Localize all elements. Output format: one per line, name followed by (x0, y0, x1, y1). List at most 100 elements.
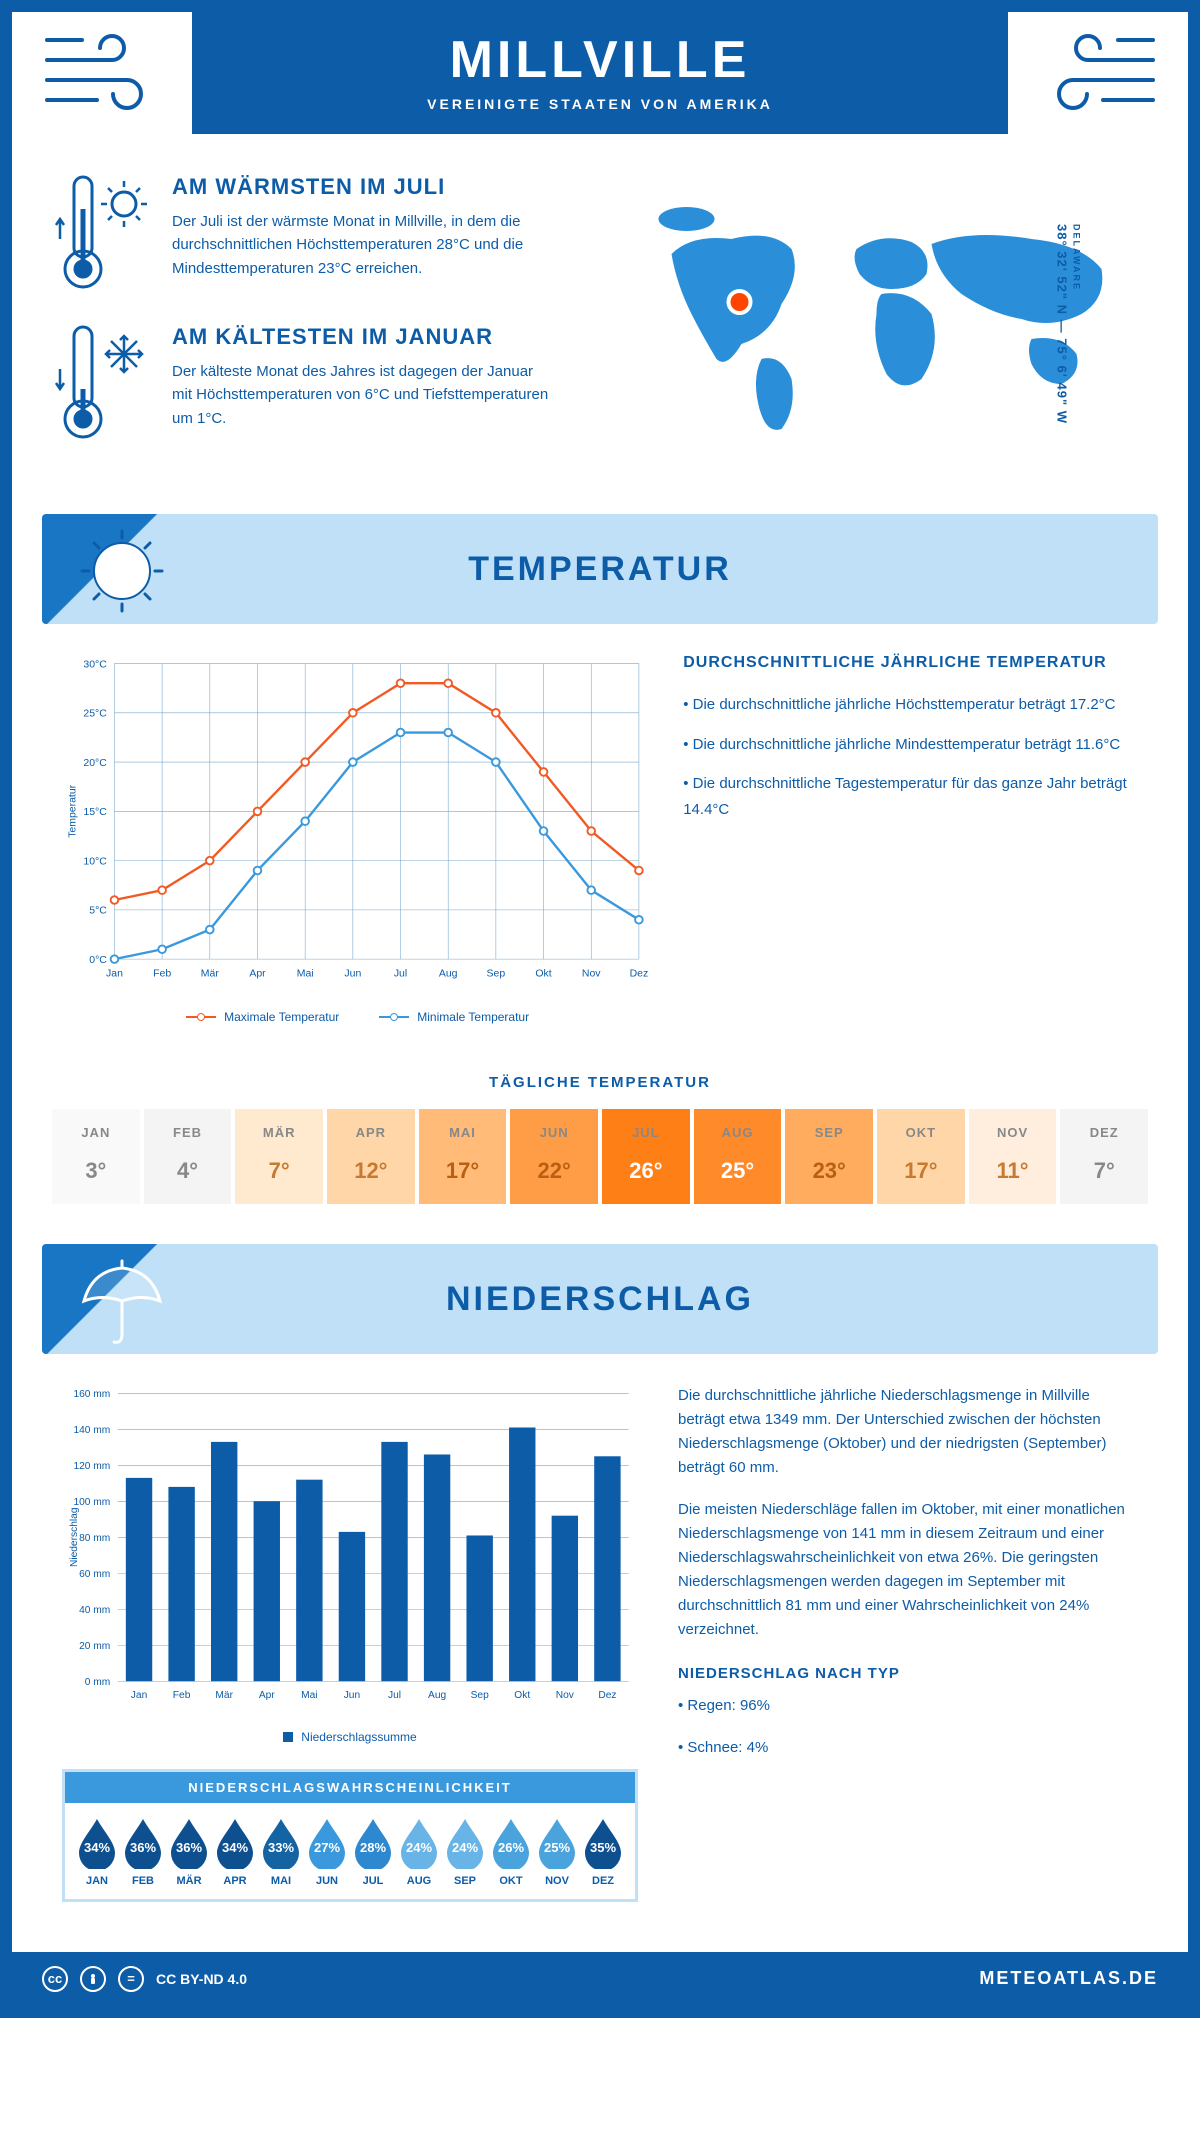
coldest-fact: AM KÄLTESTEN IM JANUAR Der kälteste Mona… (52, 324, 585, 444)
svg-text:Dez: Dez (630, 968, 649, 979)
svg-text:0°C: 0°C (89, 955, 107, 966)
warmest-heading: AM WÄRMSTEN IM JULI (172, 174, 552, 200)
daily-cell: MAI17° (419, 1109, 507, 1204)
svg-text:5°C: 5°C (89, 906, 107, 917)
temp-bullet-3: • Die durchschnittliche Tagestemperatur … (683, 771, 1138, 822)
precipitation-heading: NIEDERSCHLAG (446, 1280, 754, 1319)
page-header: MILLVILLE VEREINIGTE STAATEN VON AMERIKA (192, 12, 1008, 134)
nd-icon: = (118, 1966, 144, 1992)
daily-cell: NOV11° (969, 1109, 1057, 1204)
page-footer: cc = CC BY-ND 4.0 METEOATLAS.DE (12, 1952, 1188, 2006)
svg-text:20°C: 20°C (83, 758, 107, 769)
daily-temp-title: TÄGLICHE TEMPERATUR (12, 1074, 1188, 1091)
temperature-banner: TEMPERATUR (42, 514, 1158, 624)
probability-cell: 24%SEP (443, 1817, 487, 1887)
probability-cell: 34%APR (213, 1817, 257, 1887)
license-text: CC BY-ND 4.0 (156, 1971, 247, 1987)
wind-icon-left (42, 30, 162, 120)
svg-text:80 mm: 80 mm (79, 1533, 110, 1544)
svg-text:140 mm: 140 mm (73, 1425, 110, 1436)
precipitation-bar-chart: 0 mm 20 mm 40 mm 60 mm 80 mm 100 mm 120 mm 140 … (62, 1384, 638, 1718)
legend-min: Minimale Temperatur (417, 1010, 529, 1024)
svg-text:40 mm: 40 mm (79, 1605, 110, 1616)
coords-text: 38° 32' 52" N — 75° 6' 49" W (1055, 224, 1070, 424)
warmest-body: Der Juli ist der wärmste Monat in Millvi… (172, 210, 552, 280)
svg-text:120 mm: 120 mm (73, 1461, 110, 1472)
precipitation-content: 0 mm 20 mm 40 mm 60 mm 80 mm 100 mm 120 mm 140 … (12, 1384, 1188, 1931)
svg-text:Jul: Jul (394, 968, 407, 979)
brand-label: METEOATLAS.DE (979, 1968, 1158, 1989)
probability-cell: 26%OKT (489, 1817, 533, 1887)
svg-text:Apr: Apr (249, 968, 266, 979)
precipitation-left: 0 mm 20 mm 40 mm 60 mm 80 mm 100 mm 120 mm 140 … (62, 1384, 638, 1901)
svg-text:Jan: Jan (131, 1690, 148, 1701)
svg-text:Temperatur: Temperatur (67, 784, 78, 837)
daily-cell: SEP23° (785, 1109, 873, 1204)
svg-text:60 mm: 60 mm (79, 1569, 110, 1580)
cc-icon: cc (42, 1966, 68, 1992)
probability-cell: 25%NOV (535, 1817, 579, 1887)
temperature-summary: DURCHSCHNITTLICHE JÄHRLICHE TEMPERATUR •… (683, 654, 1138, 1024)
probability-cell: 24%AUG (397, 1817, 441, 1887)
coldest-body: Der kälteste Monat des Jahres ist dagege… (172, 360, 552, 430)
svg-text:Nov: Nov (582, 968, 601, 979)
temperature-chart: 0°C5°C10°C15°C20°C25°C30°CJanFebMärAprMa… (62, 654, 653, 1024)
probability-cell: 27%JUN (305, 1817, 349, 1887)
svg-text:Jan: Jan (106, 968, 123, 979)
svg-text:100 mm: 100 mm (73, 1497, 110, 1508)
legend-max: Maximale Temperatur (224, 1010, 339, 1024)
daily-temp-grid: JAN3°FEB4°MÄR7°APR12°MAI17°JUN22°JUL26°A… (52, 1109, 1148, 1204)
precip-p2: Die meisten Niederschläge fallen im Okto… (678, 1498, 1138, 1642)
svg-text:15°C: 15°C (83, 807, 107, 818)
svg-text:Mai: Mai (301, 1690, 317, 1701)
daily-cell: MÄR7° (235, 1109, 323, 1204)
coldest-heading: AM KÄLTESTEN IM JANUAR (172, 324, 552, 350)
svg-text:Jun: Jun (344, 1690, 361, 1701)
svg-text:Feb: Feb (153, 968, 171, 979)
svg-text:Niederschlag: Niederschlag (69, 1507, 80, 1567)
svg-text:Feb: Feb (173, 1690, 191, 1701)
svg-text:Okt: Okt (514, 1690, 530, 1701)
probability-cell: 36%MÄR (167, 1817, 211, 1887)
svg-text:Jun: Jun (344, 968, 361, 979)
city-title: MILLVILLE (192, 30, 1008, 90)
precip-p1: Die durchschnittliche jährliche Niedersc… (678, 1384, 1138, 1480)
daily-cell: OKT17° (877, 1109, 965, 1204)
probability-cell: 33%MAI (259, 1817, 303, 1887)
umbrella-icon (72, 1256, 172, 1346)
svg-text:Jul: Jul (388, 1690, 401, 1701)
sun-icon (72, 526, 172, 616)
daily-cell: DEZ7° (1060, 1109, 1148, 1204)
temp-legend: Maximale Temperatur Minimale Temperatur (62, 1010, 653, 1024)
daily-cell: AUG25° (694, 1109, 782, 1204)
daily-cell: JAN3° (52, 1109, 140, 1204)
precip-legend-label: Niederschlagssumme (301, 1730, 416, 1744)
svg-text:Mai: Mai (297, 968, 314, 979)
precipitation-text: Die durchschnittliche jährliche Niedersc… (678, 1384, 1138, 1901)
svg-text:Mär: Mär (215, 1690, 233, 1701)
daily-cell: JUL26° (602, 1109, 690, 1204)
probability-heading: NIEDERSCHLAGSWAHRSCHEINLICHKEIT (65, 1772, 635, 1803)
svg-text:0 mm: 0 mm (85, 1677, 111, 1688)
temp-summary-heading: DURCHSCHNITTLICHE JÄHRLICHE TEMPERATUR (683, 654, 1138, 672)
svg-text:30°C: 30°C (83, 659, 107, 670)
region-label: DELAWARE (1072, 224, 1082, 424)
world-map-panel: DELAWARE 38° 32' 52" N — 75° 6' 49" W (615, 174, 1148, 474)
precip-type-2: • Schnee: 4% (678, 1736, 1138, 1760)
temp-bullet-2: • Die durchschnittliche jährliche Mindes… (683, 732, 1138, 758)
svg-text:Aug: Aug (428, 1690, 446, 1701)
license-block: cc = CC BY-ND 4.0 (42, 1966, 247, 1992)
daily-cell: JUN22° (510, 1109, 598, 1204)
page: MILLVILLE VEREINIGTE STAATEN VON AMERIKA (0, 0, 1200, 2018)
probability-cell: 36%FEB (121, 1817, 165, 1887)
precip-type-heading: NIEDERSCHLAG NACH TYP (678, 1662, 1138, 1686)
thermometer-cold-icon (52, 324, 152, 444)
precip-legend: Niederschlagssumme (62, 1730, 638, 1744)
thermometer-hot-icon (52, 174, 152, 294)
svg-text:20 mm: 20 mm (79, 1641, 110, 1652)
temperature-heading: TEMPERATUR (468, 550, 732, 589)
probability-cell: 28%JUL (351, 1817, 395, 1887)
svg-text:Sep: Sep (471, 1690, 489, 1701)
probability-row: 34%JAN36%FEB36%MÄR34%APR33%MAI27%JUN28%J… (65, 1803, 635, 1899)
daily-cell: APR12° (327, 1109, 415, 1204)
